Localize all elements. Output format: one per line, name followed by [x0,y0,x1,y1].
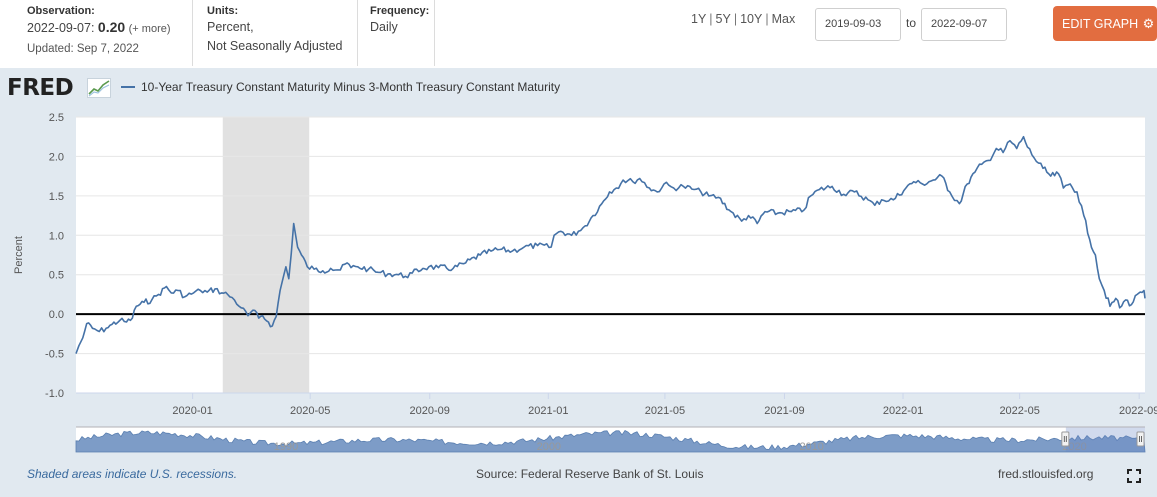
divider [434,0,435,66]
chart-logo-icon [87,78,111,98]
updated-date: Updated: Sep 7, 2022 [27,43,139,55]
range-1y-button[interactable]: 1Y [691,12,707,26]
x-tick-label: 2021-01 [528,405,568,417]
y-tick-label: 1.0 [49,230,64,242]
observation-more-link[interactable]: (+ more) [128,23,171,35]
range-10y-button[interactable]: 10Y [740,12,763,26]
end-date-input[interactable]: 2022-09-07 [921,8,1007,41]
edit-graph-label: EDIT GRAPH [1062,17,1139,31]
info-bar: Observation: 2022-09-07: 0.20 (+ more) U… [0,0,1157,68]
x-tick-label: 2021-05 [645,405,685,417]
series-line [75,135,1146,354]
navigator-label: 2010 [799,441,823,453]
x-axis: 2020-01 2020-05 2020-09 2021-01 2021-05 2021-… [76,392,1157,417]
frequency-block: Frequency: Daily [370,4,429,37]
units-label: Units: [207,5,239,17]
start-date-input[interactable]: 2019-09-03 [815,8,901,41]
observation-value: 0.20 [97,19,126,35]
fullscreen-icon[interactable] [1127,469,1141,483]
x-tick-label: 2022-05 [999,405,1039,417]
x-tick-label: 2020-01 [172,405,212,417]
legend-series-name: 10-Year Treasury Constant Maturity Minus… [141,80,561,94]
observation-block: Observation: 2022-09-07: 0.20 (+ more) U… [27,4,171,59]
range-navigator[interactable]: 1990200020102020 [75,426,1146,453]
navigator-handle [1136,431,1145,447]
divider [192,0,193,66]
navigator-label: 1990 [274,441,298,453]
line-chart[interactable]: 2.52.01.51.00.50.0-0.5-1.0 2020-01 2020-0… [0,105,1157,455]
recession-note: Shaded areas indicate U.S. recessions. [27,467,238,481]
to-label: to [906,16,917,30]
fred-logo[interactable]: FRED [7,75,74,101]
series-layer [75,135,1146,354]
chart-legend: 10-Year Treasury Constant Maturity Minus… [121,80,560,94]
y-tick-label: 2.0 [49,151,64,163]
x-tick-label: 2021-09 [764,405,804,417]
recession-shading [222,117,310,393]
range-selector: 1Y | 5Y | 10Y | Max [691,12,796,26]
y-tick-label: 1.5 [49,191,64,203]
x-tick-label: 2020-05 [290,405,330,417]
source-text: Source: Federal Reserve Bank of St. Loui… [476,467,704,481]
range-5y-button[interactable]: 5Y [715,12,731,26]
navigator-series [75,429,1146,453]
observation-date: 2022-09-07: [27,21,95,35]
y-tick-label: -0.5 [45,349,64,361]
units-line-1: Percent, [207,20,254,34]
x-tick-label: 2022-09 [1119,405,1157,417]
navigator-handle [1061,431,1070,447]
y-tick-label: 2.5 [49,112,64,124]
site-link[interactable]: fred.stlouisfed.org [998,467,1094,481]
y-tick-label: -1.0 [45,388,64,400]
x-tick-label: 2020-09 [410,405,450,417]
y-tick-label: 0.5 [49,270,64,282]
navigator-selection [1065,427,1145,452]
frequency-value: Daily [370,20,398,34]
y-axis: 2.5 2.0 1.5 1.0 0.5 0.0 -0.5 -1.0 [45,112,64,400]
units-line-2: Not Seasonally Adjusted [207,39,343,53]
x-tick-label: 2022-01 [883,405,923,417]
gear-icon: ⚙ [1142,16,1155,31]
range-max-button[interactable]: Max [771,12,796,26]
frequency-label: Frequency: [370,5,430,17]
navigator-label: 2000 [537,441,561,453]
y-axis-label: Percent [13,236,25,274]
edit-graph-button[interactable]: EDIT GRAPH ⚙ [1053,6,1157,41]
units-block: Units: Percent, Not Seasonally Adjusted [207,4,343,56]
divider [357,0,358,66]
legend-swatch [121,86,135,88]
recession-band [222,117,310,393]
observation-label: Observation: [27,5,95,17]
y-tick-label: 0.0 [49,309,64,321]
